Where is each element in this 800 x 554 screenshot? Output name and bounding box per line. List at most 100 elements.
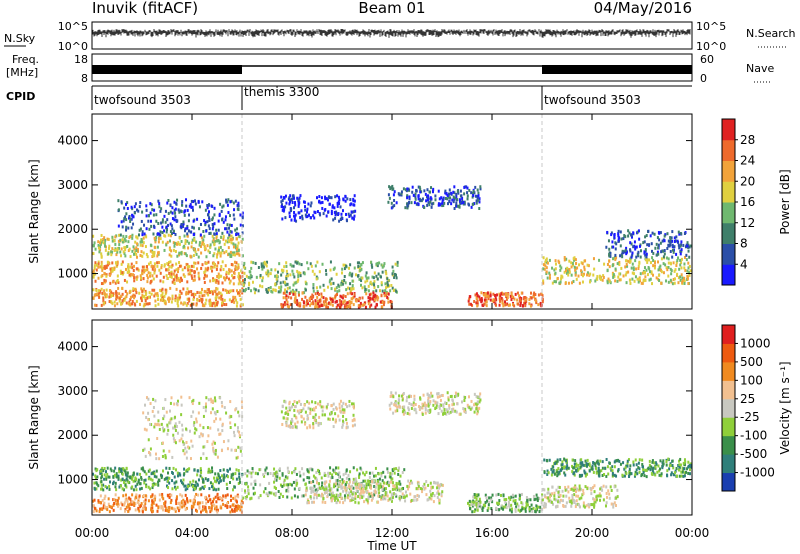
echo-cell — [243, 489, 246, 493]
echo-cell — [672, 277, 675, 281]
echo-cell — [192, 226, 195, 230]
echo-cell — [359, 466, 362, 470]
echo-cell — [332, 267, 335, 271]
echo-cell — [344, 471, 347, 475]
echo-cell — [681, 280, 684, 284]
echo-cell — [145, 485, 148, 489]
echo-cell — [347, 473, 350, 477]
echo-cell — [153, 472, 156, 476]
echo-cell — [144, 296, 147, 300]
echo-cell — [516, 291, 519, 295]
echo-cell — [648, 267, 651, 271]
echo-cell — [553, 268, 556, 272]
echo-cell — [178, 278, 181, 282]
echo-cell — [437, 202, 440, 206]
echo-cell — [99, 265, 102, 269]
echo-cell — [287, 489, 290, 493]
echo-cell — [219, 476, 222, 480]
echo-cell — [444, 191, 447, 195]
echo-cell — [376, 277, 379, 281]
echo-cell — [127, 480, 130, 484]
echo-cell — [165, 506, 168, 510]
echo-cell — [198, 243, 201, 247]
echo-cell — [630, 233, 633, 237]
echo-cell — [358, 492, 361, 496]
echo-cell — [248, 281, 251, 285]
echo-cell — [192, 292, 195, 296]
echo-cell — [418, 185, 421, 189]
echo-cell — [174, 422, 177, 426]
echo-cell — [93, 266, 96, 270]
echo-cell — [164, 209, 167, 213]
echo-cell — [399, 482, 402, 486]
echo-cell — [133, 247, 136, 251]
echo-cell — [256, 472, 259, 476]
echo-cell — [680, 248, 683, 252]
echo-cell — [327, 471, 330, 475]
echo-cell — [290, 207, 293, 211]
echo-cell — [451, 198, 454, 202]
echo-cell — [117, 281, 120, 285]
echo-cell — [184, 227, 187, 231]
echo-cell — [330, 297, 333, 301]
echo-cell — [191, 400, 194, 404]
echo-cell — [421, 197, 424, 201]
echo-cell — [129, 219, 132, 223]
echo-cell — [619, 254, 622, 258]
echo-cell — [669, 237, 672, 241]
echo-cell — [627, 259, 630, 263]
echo-cell — [335, 493, 338, 497]
echo-cell — [377, 472, 380, 476]
echo-cell — [280, 303, 283, 307]
echo-cell — [384, 475, 387, 479]
echo-cell — [338, 219, 341, 223]
echo-cell — [230, 494, 233, 498]
echo-cell — [301, 297, 304, 301]
echo-cell — [673, 281, 676, 285]
echo-cell — [353, 266, 356, 270]
echo-cell — [684, 268, 687, 272]
echo-cell — [169, 210, 172, 214]
echo-cell — [200, 291, 203, 295]
echo-cell — [280, 200, 283, 204]
echo-cell — [178, 210, 181, 214]
echo-cell — [176, 270, 179, 274]
echo-cell — [680, 257, 683, 261]
echo-cell — [666, 256, 669, 260]
echo-cell — [100, 287, 103, 291]
echo-cell — [317, 468, 320, 472]
echo-cell — [138, 205, 141, 209]
echo-cell — [297, 211, 300, 215]
echo-cell — [453, 207, 456, 211]
echo-cell — [128, 496, 131, 500]
echo-cell — [574, 268, 577, 272]
echo-cell — [666, 268, 669, 272]
echo-cell — [190, 439, 193, 443]
echo-cell — [216, 508, 219, 512]
echo-cell — [111, 261, 114, 265]
echo-cell — [92, 499, 95, 503]
echo-cell — [318, 200, 321, 204]
echo-cell — [367, 276, 370, 280]
echo-cell — [307, 406, 310, 410]
echo-cell — [111, 250, 114, 254]
echo-cell — [131, 300, 134, 304]
echo-cell — [177, 509, 180, 513]
echo-cell — [636, 277, 639, 281]
echo-cell — [141, 210, 144, 214]
echo-cell — [241, 303, 244, 307]
echo-cell — [369, 297, 372, 301]
echo-cell — [151, 249, 154, 253]
echo-cell — [102, 503, 105, 507]
echo-cell — [241, 237, 244, 241]
echo-cell — [117, 208, 120, 212]
echo-cell — [211, 222, 214, 226]
echo-cell — [297, 278, 300, 282]
echo-cell — [241, 211, 244, 215]
echo-cell — [558, 281, 561, 285]
echo-cell — [389, 471, 392, 475]
echo-cell — [186, 232, 189, 236]
echo-cell — [390, 304, 393, 308]
echo-cell — [385, 286, 388, 290]
echo-cell — [529, 296, 532, 300]
